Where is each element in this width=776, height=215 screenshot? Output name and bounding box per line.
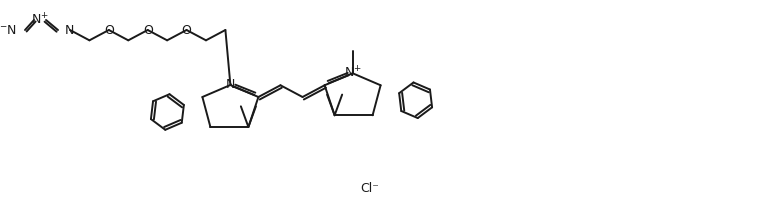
Text: $^{-}$N: $^{-}$N xyxy=(0,23,17,37)
Text: O: O xyxy=(143,23,153,37)
Text: N: N xyxy=(65,23,74,37)
Text: N$^{+}$: N$^{+}$ xyxy=(31,12,49,28)
Text: O: O xyxy=(104,23,114,37)
Text: O: O xyxy=(182,23,192,37)
Text: N: N xyxy=(226,78,235,92)
Text: Cl⁻: Cl⁻ xyxy=(361,181,379,195)
Text: N$^{+}$: N$^{+}$ xyxy=(344,66,362,81)
